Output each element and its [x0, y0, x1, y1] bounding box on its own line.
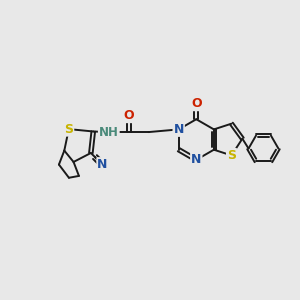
- Text: O: O: [124, 109, 134, 122]
- Text: S: S: [64, 123, 73, 136]
- Text: N: N: [173, 123, 184, 136]
- Text: N: N: [97, 158, 108, 171]
- Text: N: N: [191, 153, 202, 167]
- Text: S: S: [227, 149, 236, 162]
- Text: NH: NH: [99, 126, 119, 139]
- Text: O: O: [191, 97, 202, 110]
